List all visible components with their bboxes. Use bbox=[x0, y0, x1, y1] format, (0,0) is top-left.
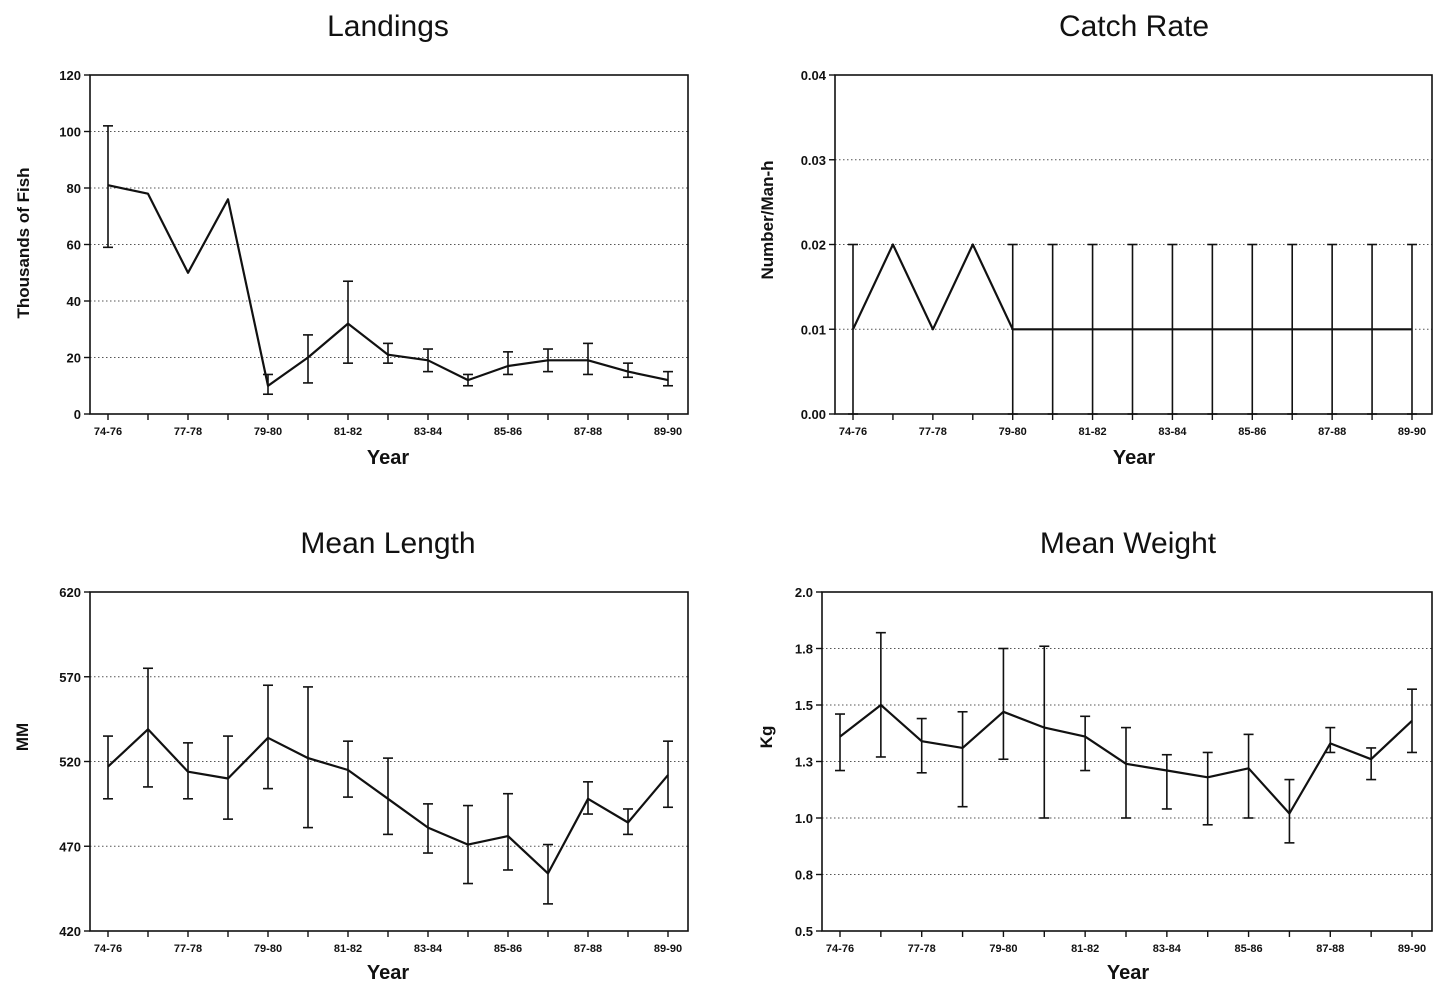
x-tick-label: 89-90 bbox=[1398, 426, 1426, 438]
y-tick-label: 0.00 bbox=[801, 407, 826, 422]
x-tick-label: 74-76 bbox=[839, 426, 867, 438]
x-tick-label: 74-76 bbox=[826, 943, 854, 955]
x-tick-label: 81-82 bbox=[1071, 943, 1099, 955]
x-tick-label: 77-78 bbox=[919, 426, 947, 438]
plot-area: 420 470 520 570 620 74-76 77-78 79-80 81-82 83-84… bbox=[59, 585, 689, 955]
y-tick-label: 420 bbox=[59, 924, 81, 939]
x-tick-label: 81-82 bbox=[334, 943, 362, 955]
x-tick-label: 87-88 bbox=[574, 943, 602, 955]
series-line bbox=[839, 703, 1413, 815]
x-tick-label: 89-90 bbox=[1398, 943, 1426, 955]
x-tick-label: 79-80 bbox=[989, 943, 1017, 955]
y-tick-label: 0.04 bbox=[801, 68, 827, 83]
plot-area: 0.5 0.8 1.0 1.3 1.5 1.8 2.0 74-76 77-78 79-80 81-8… bbox=[795, 585, 1433, 955]
y-tick-label: 620 bbox=[59, 585, 81, 600]
x-tick-label: 79-80 bbox=[254, 943, 282, 955]
panel-mean-weight: Mean Weight Kg Year 0.5 0.8 1.0 1.3 1.5 1.8 2.… bbox=[757, 527, 1433, 984]
x-tick-label: 83-84 bbox=[414, 943, 443, 955]
y-tick-label: 1.5 bbox=[795, 698, 813, 713]
x-tick-label: 74-76 bbox=[94, 426, 122, 438]
panel-mean-length: Mean Length MM Year 420 470 520 570 620 74-76… bbox=[13, 527, 689, 984]
y-tick-label: 2.0 bbox=[795, 585, 813, 600]
y-tick-label: 0.01 bbox=[801, 322, 826, 337]
panel-landings: Landings Thousands of Fish Year 0 20 40 60 8… bbox=[14, 10, 689, 469]
chart-title: Mean Length bbox=[300, 527, 475, 560]
y-tick-label: 1.0 bbox=[795, 811, 813, 826]
y-tick-label: 120 bbox=[59, 68, 81, 83]
y-tick-label: 40 bbox=[67, 294, 81, 309]
x-axis-label: Year bbox=[367, 962, 409, 984]
y-tick-label: 0.5 bbox=[795, 924, 813, 939]
y-tick-label: 80 bbox=[67, 181, 81, 196]
y-axis-label: Number/Man-h bbox=[758, 161, 777, 280]
x-tick-label: 85-86 bbox=[1235, 943, 1263, 955]
y-axis-label: Thousands of Fish bbox=[14, 167, 33, 318]
plot-frame bbox=[89, 591, 689, 932]
x-tick-label: 89-90 bbox=[654, 943, 682, 955]
x-tick-label: 89-90 bbox=[654, 426, 682, 438]
chart-title: Catch Rate bbox=[1059, 10, 1209, 43]
y-tick-label: 520 bbox=[59, 755, 81, 770]
x-tick-label: 77-78 bbox=[908, 943, 936, 955]
x-tick-label: 85-86 bbox=[494, 426, 522, 438]
y-tick-label: 570 bbox=[59, 670, 81, 685]
chart-title: Mean Weight bbox=[1040, 527, 1217, 560]
x-tick-label: 81-82 bbox=[334, 426, 362, 438]
x-axis-label: Year bbox=[1107, 962, 1149, 984]
plot-frame bbox=[821, 591, 1433, 932]
y-tick-label: 0.02 bbox=[801, 238, 826, 253]
x-tick-label: 74-76 bbox=[94, 943, 122, 955]
chart-title: Landings bbox=[327, 10, 449, 43]
x-axis-label: Year bbox=[1113, 447, 1155, 469]
x-tick-label: 87-88 bbox=[574, 426, 602, 438]
x-tick-label: 81-82 bbox=[1079, 426, 1107, 438]
panel-catch-rate: Catch Rate Number/Man-h Year 0.000.010.0… bbox=[758, 10, 1433, 469]
x-tick-label: 83-84 bbox=[414, 426, 443, 438]
x-tick-label: 85-86 bbox=[1238, 426, 1266, 438]
series-line bbox=[107, 184, 669, 387]
y-tick-label: 1.3 bbox=[795, 755, 813, 770]
series-line bbox=[107, 728, 669, 875]
y-tick-label: 470 bbox=[59, 839, 81, 854]
x-tick-label: 85-86 bbox=[494, 943, 522, 955]
y-tick-label: 60 bbox=[67, 238, 81, 253]
x-tick-label: 87-88 bbox=[1318, 426, 1346, 438]
x-tick-label: 77-78 bbox=[174, 943, 202, 955]
x-axis-label: Year bbox=[367, 447, 409, 469]
x-tick-label: 79-80 bbox=[254, 426, 282, 438]
y-tick-label: 0 bbox=[74, 407, 81, 422]
x-tick-label: 79-80 bbox=[999, 426, 1027, 438]
y-axis-label: Kg bbox=[757, 726, 776, 749]
y-tick-label: 0.03 bbox=[801, 153, 826, 168]
plot-area: 0 20 40 60 80 100 120 74-76 77-78 79-80 81-82 83-84… bbox=[59, 68, 689, 438]
x-tick-label: 77-78 bbox=[174, 426, 202, 438]
plot-frame bbox=[89, 74, 689, 415]
y-axis-label: MM bbox=[13, 723, 32, 751]
plot-area: 0.00 0.01 0.02 0.03 0.04 74-76 77-78 79-80 81-82… bbox=[801, 68, 1433, 438]
x-tick-label: 87-88 bbox=[1316, 943, 1344, 955]
series-line bbox=[852, 243, 1412, 331]
plot-frame bbox=[834, 74, 1433, 415]
y-tick-label: 1.8 bbox=[795, 642, 813, 657]
y-tick-label: 0.8 bbox=[795, 868, 813, 883]
x-tick-label: 83-84 bbox=[1158, 426, 1187, 438]
y-tick-label: 100 bbox=[59, 125, 81, 140]
x-tick-label: 83-84 bbox=[1153, 943, 1182, 955]
y-tick-label: 20 bbox=[67, 351, 81, 366]
